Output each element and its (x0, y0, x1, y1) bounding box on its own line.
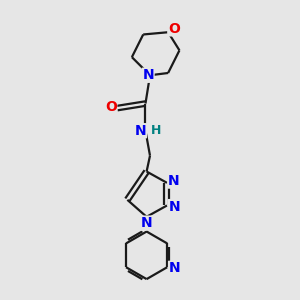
Text: N: N (168, 200, 180, 214)
Text: H: H (151, 124, 161, 136)
Text: N: N (141, 216, 152, 230)
Text: N: N (142, 68, 154, 82)
Text: O: O (105, 100, 117, 114)
Text: N: N (168, 174, 180, 188)
Text: N: N (135, 124, 146, 138)
Text: O: O (168, 22, 180, 36)
Text: N: N (169, 261, 180, 275)
